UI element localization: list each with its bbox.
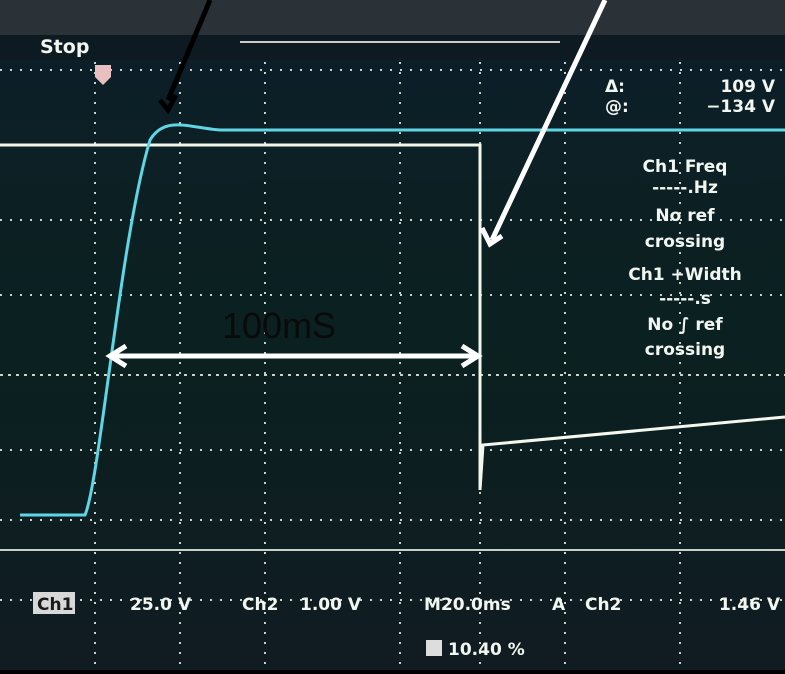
measurement-value: -----.Hz — [652, 178, 718, 198]
ch2-label: Ch2 — [242, 595, 278, 615]
trigger-level: 1.46 V — [719, 595, 781, 615]
span-label: 100mS — [222, 305, 336, 346]
ch1-label: Ch1 — [37, 595, 73, 615]
ch1-scale: 25.0 V — [130, 595, 192, 615]
timebase: M20.0ms — [424, 595, 511, 615]
at-value: −134 V — [706, 97, 776, 117]
measurement-value: -----.s — [659, 289, 711, 309]
status: Stop — [40, 36, 89, 58]
ch2-scale: 1.00 V — [300, 595, 362, 615]
oscilloscope-photo: Stop 100mS Δ: 109 V @: −134 V Ch1 Freq -… — [0, 0, 785, 670]
at-label: @: — [605, 97, 629, 117]
delta-label: Δ: — [605, 77, 625, 97]
status-bar — [0, 35, 785, 60]
measurement-note: crossing — [645, 340, 725, 360]
trigger-position: 10.40 % — [448, 640, 525, 660]
screen — [0, 0, 785, 670]
measurement-title: Ch1 Freq — [643, 157, 728, 177]
measurement-note: No ∫ ref — [647, 315, 723, 335]
measurement-note: No ref — [655, 206, 715, 226]
measurement-title: Ch1 +Width — [628, 265, 742, 285]
trigger-icon — [426, 640, 442, 656]
trigger-mode: A — [552, 595, 566, 615]
measurement-note: crossing — [645, 232, 725, 252]
trigger-source: Ch2 — [585, 595, 621, 615]
delta-value: 109 V — [720, 77, 775, 97]
